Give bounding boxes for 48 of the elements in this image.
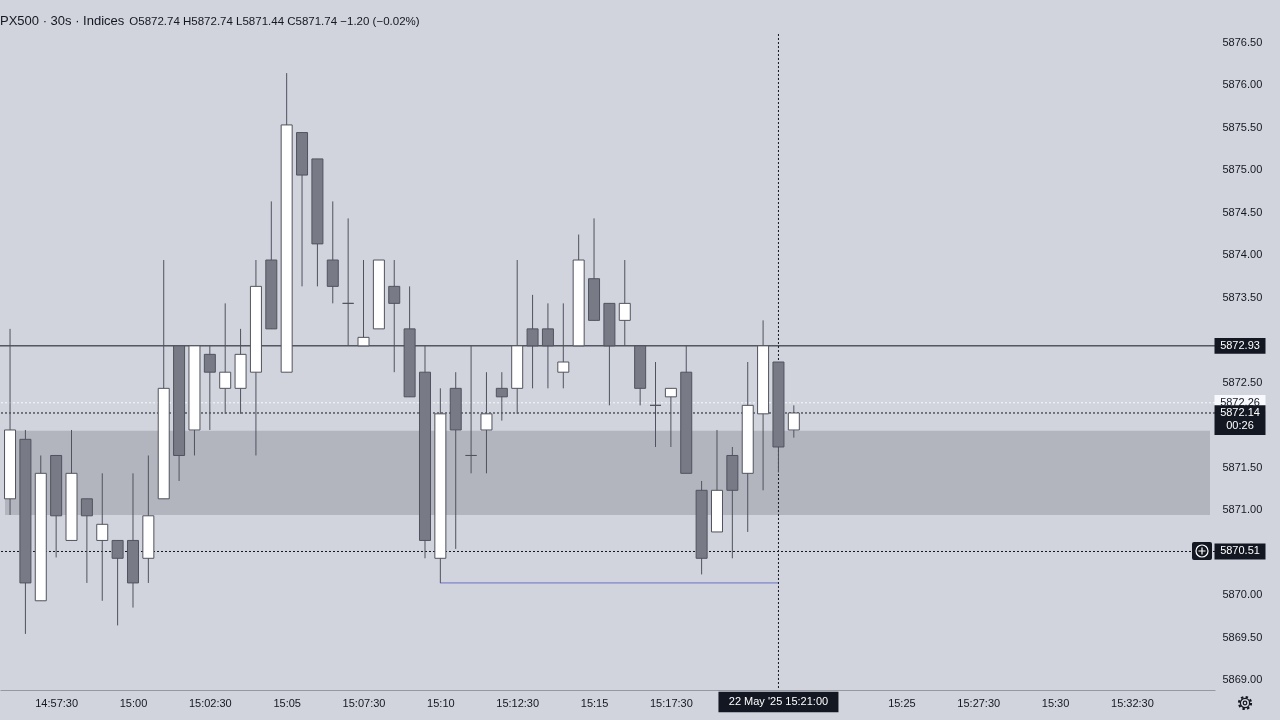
candlestick bbox=[357, 259, 370, 347]
chart-title: PX500 · 30s · Indices bbox=[0, 13, 125, 28]
y-tick-label: 5875.00 bbox=[1222, 163, 1263, 176]
candlestick bbox=[787, 404, 800, 439]
candlestick bbox=[111, 539, 124, 626]
y-tick-label: 5876.50 bbox=[1222, 36, 1263, 48]
candlestick bbox=[649, 361, 662, 448]
candlestick bbox=[388, 259, 401, 373]
x-tick-label: 15:32:30 bbox=[1111, 696, 1154, 709]
candlestick bbox=[557, 302, 570, 389]
x-tick-label: 15:27:30 bbox=[957, 696, 1001, 709]
y-tick-label: 5870.00 bbox=[1222, 588, 1263, 601]
y-tick-label: 5871.50 bbox=[1222, 460, 1263, 473]
y-tick-label: 5871.00 bbox=[1222, 503, 1263, 516]
y-tick-label: 5876.00 bbox=[1222, 78, 1263, 91]
y-tick-label: 5869.00 bbox=[1222, 673, 1263, 686]
x-tick-label: 15:10 bbox=[427, 696, 455, 709]
candlestick bbox=[495, 371, 508, 422]
candlestick bbox=[541, 302, 554, 389]
candlestick bbox=[96, 472, 109, 602]
candlestick bbox=[80, 498, 93, 584]
ref-line-label: 5872.14 00:26 bbox=[1220, 405, 1260, 431]
y-tick-label: 5874.00 bbox=[1222, 248, 1263, 261]
ref-line-label: 5872.93 bbox=[1220, 338, 1260, 351]
x-tick-label: 15:15 bbox=[580, 696, 609, 709]
x-tick-label: 15:17:30 bbox=[649, 696, 693, 709]
chart-subtitle: O5872.74 H5872.74 L5871.44 C5871.74 −1.20 (−0.02%) bbox=[129, 15, 420, 27]
x-tick-label: 15:07:30 bbox=[342, 696, 386, 709]
ref-line-label: 5870.51 bbox=[1220, 544, 1260, 557]
candlestick bbox=[618, 259, 631, 347]
y-tick-label: 5872.50 bbox=[1222, 375, 1263, 388]
x-tick-label: 14:57:30 bbox=[35, 696, 79, 709]
x-tick-label: 15:02:30 bbox=[188, 696, 232, 709]
x-tick-label: 15:00 bbox=[119, 696, 148, 709]
y-tick-label: 5873.50 bbox=[1222, 290, 1263, 303]
x-tick-label: 15:25 bbox=[888, 696, 916, 709]
candlestick bbox=[203, 345, 216, 431]
candlestick bbox=[465, 345, 478, 474]
y-tick-label: 5869.50 bbox=[1222, 630, 1263, 643]
x-tick-label: 15:30 bbox=[1041, 696, 1070, 709]
x-tick-label: 15:12:30 bbox=[496, 696, 540, 709]
ref-line-label: 22 May '25 15:21:00 bbox=[728, 695, 829, 707]
candlestick bbox=[526, 294, 539, 389]
y-tick-label: 5874.50 bbox=[1222, 205, 1263, 218]
y-tick-label: 5875.50 bbox=[1222, 120, 1263, 133]
x-tick-label: 15:05 bbox=[273, 696, 301, 709]
candlestick bbox=[342, 217, 355, 347]
ref-line-label: 5872.26 bbox=[1220, 395, 1260, 408]
